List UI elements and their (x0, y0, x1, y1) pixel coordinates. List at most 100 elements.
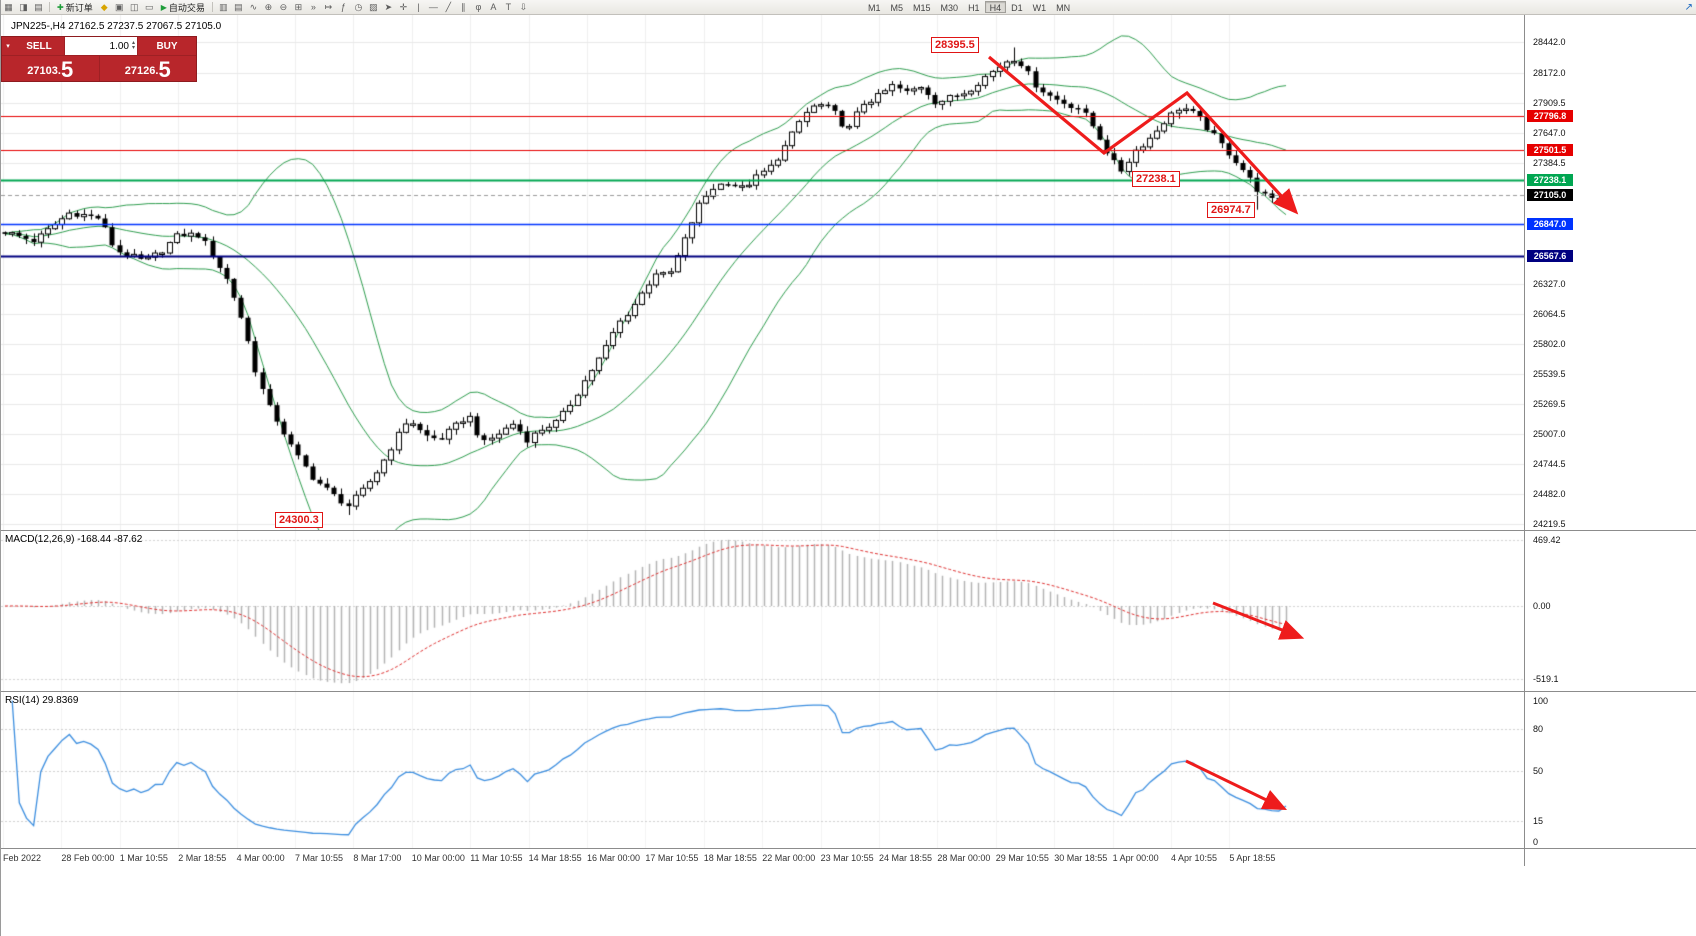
price-level-badge: 27501.5 (1527, 143, 1573, 156)
timeframe-h4[interactable]: H4 (984, 1, 1007, 13)
vertical-line-icon[interactable]: | (417, 1, 420, 12)
current-price-badge: 27105.0 (1527, 188, 1573, 201)
timeframe-mn[interactable]: MN (1056, 3, 1071, 13)
rsi-panel[interactable]: RSI(14) 29.8369 100 80 50 15 0 (1, 692, 1696, 848)
new-chart-icon[interactable]: ▦ (4, 1, 13, 12)
price-level-badge: 27796.8 (1527, 109, 1573, 122)
zoom-out-icon[interactable]: ⊖ (279, 1, 288, 12)
one-click-trading-widget: ▾ SELL 1.00 ▴ ▾ BUY 27103. 5 (1, 36, 197, 82)
spinner-down-icon[interactable]: ▾ (131, 45, 135, 51)
indicators-icon[interactable]: ƒ (340, 1, 346, 12)
price-tick: 24219.5 (1533, 519, 1566, 530)
panel-resize-divider[interactable] (1, 530, 1696, 531)
cursor-icon[interactable]: ➤ (384, 1, 393, 12)
time-label: 7 Mar 10:55 (295, 853, 344, 863)
price-tick: 24744.5 (1533, 459, 1566, 470)
bars-chart-icon[interactable]: ▥ (219, 1, 228, 12)
channel-icon[interactable]: ∥ (461, 1, 466, 12)
tile-windows-icon[interactable]: ⊞ (294, 1, 303, 12)
time-axis[interactable]: Feb 2022 28 Feb 00:00 1 Mar 10:55 2 Mar 18:… (1, 849, 1696, 866)
timeframe-m5[interactable]: M5 (890, 3, 904, 13)
time-label: 11 Mar 10:55 (470, 853, 523, 863)
toolbar-separator (211, 2, 213, 12)
time-label: 4 Mar 00:00 (236, 853, 285, 863)
time-label: 1 Mar 10:55 (119, 853, 168, 863)
data-window-icon[interactable]: ▣ (114, 1, 124, 12)
trendline-icon[interactable]: ╱ (445, 1, 452, 12)
market-watch-icon[interactable]: ▤ (34, 1, 43, 12)
volume-value: 1.00 (109, 40, 129, 52)
macd-canvas[interactable] (1, 531, 1524, 691)
rsi-tick: 100 (1533, 695, 1549, 706)
annotation-swing-low[interactable]: 24300.3 (275, 512, 323, 528)
text-icon[interactable]: A (490, 1, 497, 12)
rsi-canvas[interactable] (1, 692, 1524, 848)
profiles-icon[interactable]: ◨ (19, 1, 28, 12)
autotrading-button[interactable]: ▶ 自动交易 (157, 1, 209, 14)
buy-price[interactable]: 27126. 5 (98, 56, 197, 82)
time-label: 30 Mar 18:55 (1054, 853, 1108, 863)
time-label: 2 Mar 18:55 (178, 853, 227, 863)
time-label: 28 Mar 00:00 (937, 853, 991, 863)
crosshair-icon[interactable]: ✛ (399, 1, 408, 12)
periods-icon[interactable]: ◷ (354, 1, 363, 12)
price-tick: 25007.0 (1533, 429, 1566, 440)
spinner-up-icon[interactable]: ▴ (131, 40, 135, 46)
horizontal-line-icon[interactable]: ― (428, 1, 438, 12)
time-label: 8 Mar 17:00 (353, 853, 402, 863)
new-order-icon: ✚ (57, 2, 64, 12)
timeframe-m15[interactable]: M15 (913, 3, 931, 13)
toolbar-tool-icons: ▥ ▤ ∿ ⊕ ⊖ ⊞ » ↦ ƒ ◷ ▨ ➤ ✛ | ― ╱ ∥ φ A T ⇩ (216, 1, 531, 14)
price-chart-canvas[interactable] (1, 15, 1524, 531)
timeframe-w1[interactable]: W1 (1032, 3, 1047, 13)
sell-price-pip: 5 (60, 57, 74, 82)
navigator-icon[interactable]: ◫ (129, 1, 139, 12)
time-label: 18 Mar 18:55 (703, 853, 757, 863)
line-chart-icon[interactable]: ∿ (249, 1, 258, 12)
timeframe-m1[interactable]: M1 (868, 3, 881, 13)
annotation-swing-high[interactable]: 28395.5 (931, 37, 979, 53)
terminal-icon[interactable]: ▭ (144, 1, 154, 12)
chart-shift-icon[interactable]: ↦ (324, 1, 333, 12)
autotrading-icon: ▶ (160, 2, 167, 12)
sell-price[interactable]: 27103. 5 (2, 56, 99, 81)
annotation-pullback-low[interactable]: 27238.1 (1132, 171, 1180, 187)
price-tick: 27909.5 (1533, 97, 1566, 108)
price-chart-panel[interactable]: JPN225-,H4 27162.5 27237.5 27067.5 27105… (1, 15, 1696, 531)
window-arrow-icon[interactable]: ↗ (1684, 2, 1693, 13)
macd-title: MACD(12,26,9) -168.44 -87.62 (5, 534, 143, 545)
macd-panel[interactable]: MACD(12,26,9) -168.44 -87.62 469.42 0.00 -… (1, 531, 1696, 691)
timeframe-m30[interactable]: M30 (940, 3, 959, 13)
volume-spinner[interactable]: ▴ ▾ (131, 40, 135, 51)
fibonacci-icon[interactable]: φ (475, 1, 482, 12)
zoom-in-icon[interactable]: ⊕ (264, 1, 273, 12)
timeframe-group: M1 M5 M15 M30 H1 H4 D1 W1 MN (863, 1, 1075, 13)
candles-chart-icon[interactable]: ▤ (234, 1, 243, 12)
rsi-tick: 0 (1533, 837, 1539, 848)
order-widget-top-row: ▾ SELL 1.00 ▴ ▾ BUY (2, 37, 196, 56)
collapse-trade-panel-icon[interactable]: ▾ (6, 43, 10, 50)
auto-scroll-icon[interactable]: » (310, 1, 316, 12)
panel-resize-divider[interactable] (1, 691, 1696, 692)
templates-icon[interactable]: ▨ (369, 1, 378, 12)
timeframe-h1[interactable]: H1 (968, 3, 980, 13)
panel-resize-divider[interactable] (1, 848, 1696, 849)
buy-price-pip: 5 (158, 57, 171, 82)
price-axis[interactable]: 28442.0 28172.0 27909.5 27647.0 27384.5 26327… (1524, 15, 1696, 531)
sell-price-main: 27103. (27, 65, 61, 77)
rsi-tick: 50 (1533, 766, 1544, 777)
sell-button[interactable]: SELL (14, 37, 64, 55)
new-order-button[interactable]: ✚ 新订单 (53, 1, 97, 14)
arrows-icon[interactable]: ⇩ (519, 1, 528, 12)
price-tick: 25269.5 (1533, 399, 1566, 410)
timeframe-d1[interactable]: D1 (1011, 3, 1023, 13)
macd-axis: 469.42 0.00 -519.1 (1524, 531, 1696, 691)
favorites-icon[interactable]: ◆ (100, 1, 108, 12)
price-level-badge: 27238.1 (1527, 173, 1573, 186)
time-label: 17 Mar 10:55 (645, 853, 699, 863)
annotation-recent-low[interactable]: 26974.7 (1207, 202, 1255, 218)
volume-input[interactable]: 1.00 ▴ ▾ (64, 37, 138, 55)
label-icon[interactable]: T (505, 1, 512, 12)
toolbar-separator (49, 2, 50, 12)
buy-button[interactable]: BUY (138, 37, 196, 55)
